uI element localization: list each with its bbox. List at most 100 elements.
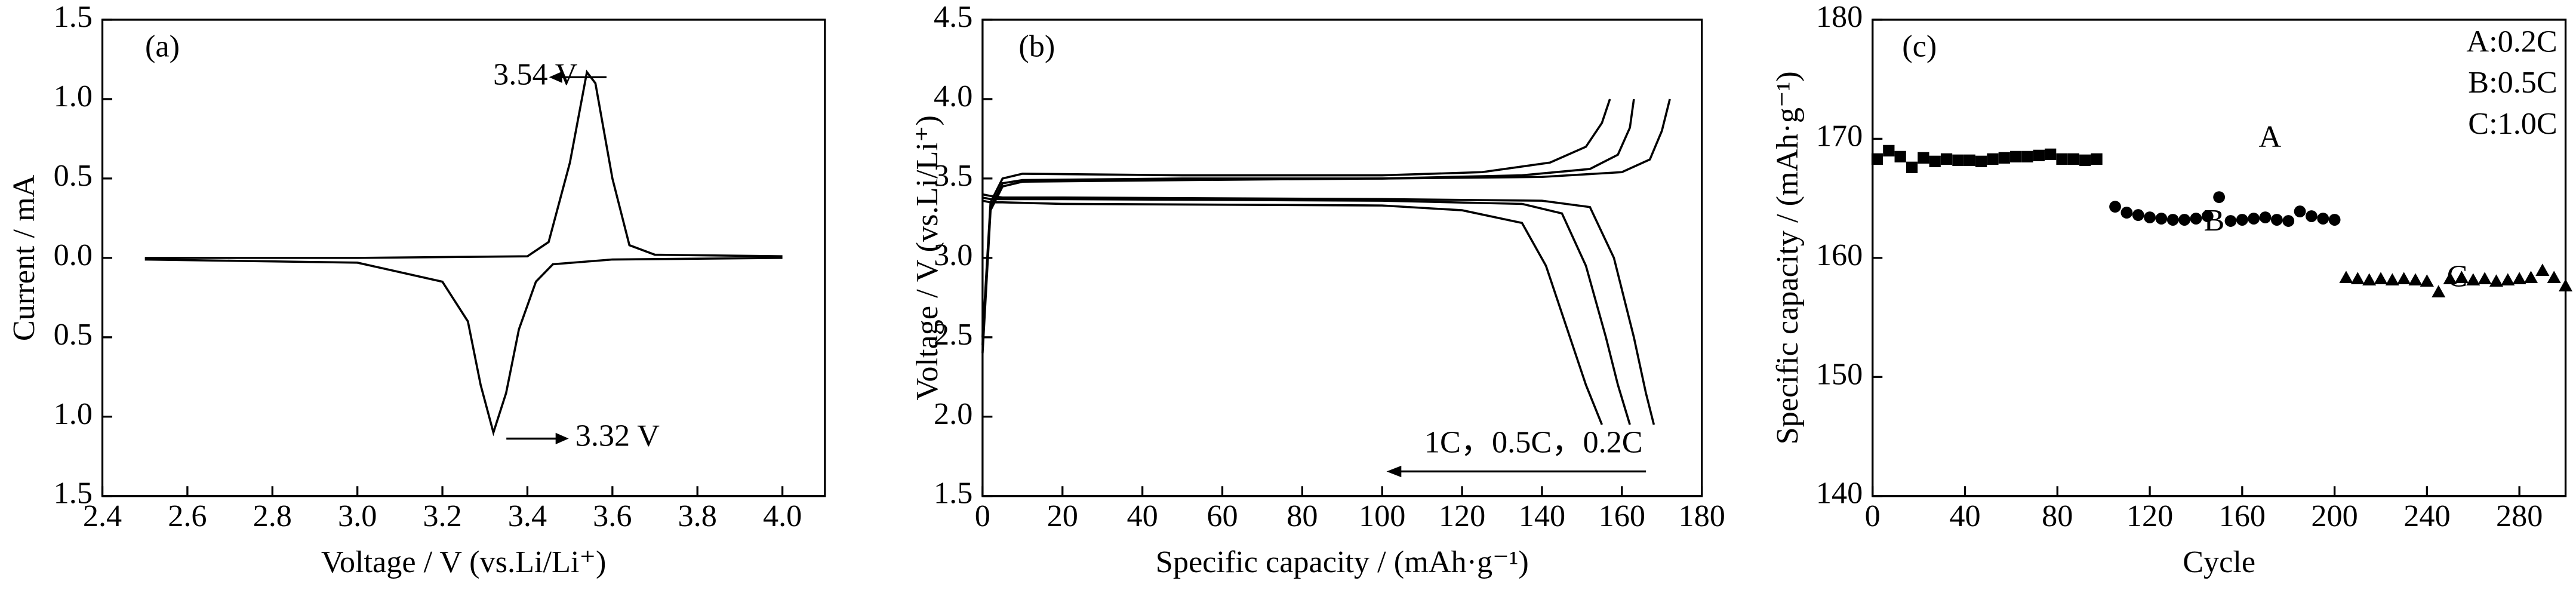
y-tick-label: 2.0 [934, 397, 972, 431]
y-axis-label: Specific capacity / (mAh·g⁻¹) [1770, 71, 1805, 444]
annotation: 3.32 V [575, 418, 660, 453]
x-tick-label: 80 [2042, 499, 2073, 533]
panel-label: (c) [1902, 29, 1937, 64]
x-tick-label: 280 [2496, 499, 2543, 533]
annotation: 3.54 V [493, 57, 578, 91]
x-tick-label: 2.8 [253, 499, 292, 533]
x-tick-label: 2.6 [168, 499, 207, 533]
point [1918, 152, 1929, 164]
x-tick-label: 120 [2126, 499, 2173, 533]
curve [144, 69, 783, 259]
point [2432, 285, 2446, 297]
point [2535, 263, 2550, 276]
point [2132, 209, 2144, 221]
x-tick-label: 0 [975, 499, 990, 533]
curve [982, 199, 1604, 425]
point [1894, 150, 1906, 162]
x-tick-label: 2.4 [83, 499, 122, 533]
point [1906, 161, 1918, 173]
panel-label: (a) [145, 29, 180, 64]
y-tick-label: 3.0 [934, 238, 972, 272]
annotation: C:1.0C [2468, 106, 2557, 141]
point [2248, 213, 2260, 225]
y-tick-label: 150 [1816, 357, 1863, 391]
x-tick-label: 3.2 [423, 499, 461, 533]
point [2489, 274, 2504, 287]
point [2501, 273, 2515, 286]
arrows [506, 71, 1646, 478]
y-tick-label: 1.5 [54, 0, 93, 34]
point [2420, 274, 2434, 287]
x-axis-label: Specific capacity / (mAh·g⁻¹) [1156, 545, 1529, 579]
point [2056, 153, 2068, 165]
y-tick-label: 180 [1816, 0, 1863, 34]
point [1929, 155, 1941, 167]
point [2259, 211, 2272, 223]
point [1883, 145, 1895, 157]
x-tick-label: 3.4 [508, 499, 547, 533]
point [2033, 149, 2045, 161]
point [2079, 154, 2091, 166]
point [2190, 213, 2202, 225]
y-tick-label: 4.5 [934, 0, 972, 34]
point [2397, 272, 2411, 285]
curve [982, 196, 1631, 425]
x-tick-label: 140 [1519, 499, 1565, 533]
y-tick-label: 1.0 [54, 79, 93, 113]
y-tick-label: 4.0 [934, 79, 972, 113]
x-tick-label: 200 [2311, 499, 2358, 533]
point [2236, 214, 2248, 226]
arrow-head [1386, 465, 1402, 478]
y-tick-label: 2.5 [934, 317, 972, 352]
point [2282, 215, 2295, 227]
point [2067, 153, 2080, 165]
x-tick-label: 0 [1865, 499, 1881, 533]
point [2339, 271, 2353, 284]
y-tick-label: 170 [1816, 118, 1863, 153]
y-tick-label: 1.5 [934, 476, 972, 511]
point [2362, 273, 2377, 286]
point [1940, 153, 1953, 165]
x-tick-label: 20 [1047, 499, 1078, 533]
point [2466, 273, 2480, 286]
y-tick-label: 0.0 [54, 238, 93, 272]
point [2178, 214, 2191, 226]
y-tick-label: 160 [1816, 238, 1863, 272]
curve [981, 99, 1635, 346]
point [2166, 214, 2179, 226]
point [2010, 150, 2022, 162]
point [2306, 210, 2318, 222]
x-tick-label: 160 [2219, 499, 2266, 533]
point [1975, 155, 1987, 167]
x-tick-label: 60 [1207, 499, 1238, 533]
point [2477, 272, 2492, 285]
x-axis-label: Cycle [2183, 545, 2255, 579]
arrow-head [555, 432, 569, 445]
x-tick-label: 160 [1599, 499, 1645, 533]
annotation: 1C，0.5C，0.2C [1424, 425, 1643, 459]
point [2350, 272, 2365, 285]
series-label: C [2447, 259, 2468, 294]
annotation: B:0.5C [2468, 65, 2557, 100]
x-tick-label: 100 [1359, 499, 1405, 533]
point [2109, 201, 2121, 213]
x-tick-label: 120 [1439, 499, 1485, 533]
point [2270, 214, 2283, 226]
point [1998, 152, 2010, 164]
arrow-head [549, 71, 562, 83]
point [2144, 211, 2156, 223]
point [2045, 148, 2057, 160]
point [1963, 154, 1975, 166]
point [2201, 210, 2214, 222]
point [2547, 271, 2561, 284]
y-tick-label: 3.5 [934, 158, 972, 193]
point [1952, 154, 1964, 166]
point [2454, 271, 2469, 284]
point [2317, 213, 2329, 225]
y-tick-label: 140 [1816, 476, 1863, 511]
point [2155, 213, 2168, 225]
curve [982, 193, 1655, 425]
plot-frame [1872, 19, 2567, 497]
point [2385, 273, 2399, 286]
y-axis-label: Voltage / V (vs.Li/Li⁺) [910, 115, 944, 400]
